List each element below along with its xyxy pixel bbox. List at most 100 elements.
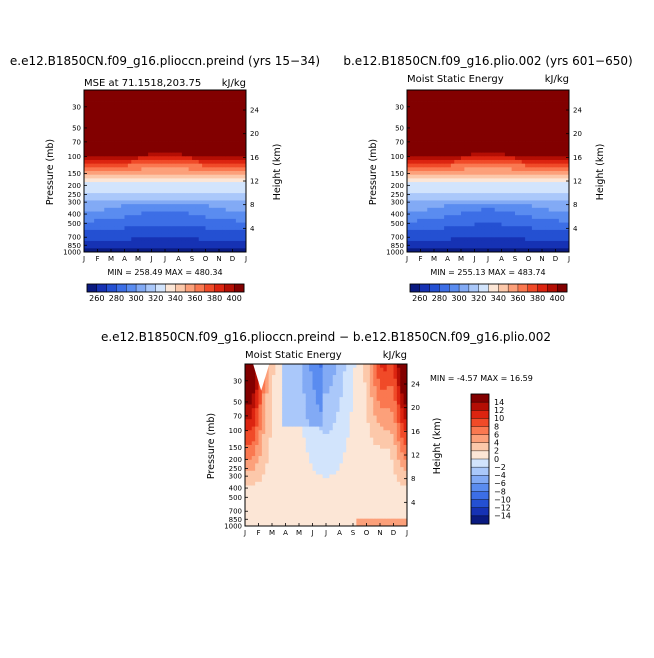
contour-cell <box>114 212 118 216</box>
contour-cell <box>192 189 196 193</box>
contour-cell <box>212 175 216 179</box>
contour-cell <box>451 105 455 109</box>
contour-cell <box>417 212 421 216</box>
contour-cell <box>481 193 485 197</box>
contour-cell <box>495 241 499 245</box>
contour-cell <box>118 186 122 190</box>
contour-cell <box>431 145 435 149</box>
contour-cell <box>448 112 452 116</box>
contour-cell <box>508 101 512 105</box>
contour-cell <box>518 131 522 135</box>
contour-cell <box>549 127 553 131</box>
contour-cell <box>168 182 172 186</box>
contour-cell <box>407 153 411 157</box>
contour-cell <box>168 97 172 101</box>
contour-cell <box>272 467 276 471</box>
contour-cell <box>111 123 115 127</box>
contour-cell <box>94 142 98 146</box>
contour-cell <box>141 156 145 160</box>
contour-cell <box>505 223 509 227</box>
y2-tick-label: 12 <box>573 178 582 186</box>
contour-cell <box>417 237 421 241</box>
contour-cell <box>145 123 149 127</box>
contour-cell <box>478 171 482 175</box>
contour-cell <box>518 178 522 182</box>
contour-cell <box>128 97 132 101</box>
contour-cell <box>175 197 179 201</box>
contour-cell <box>556 189 560 193</box>
contour-cell <box>125 178 129 182</box>
contour-cell <box>282 456 286 460</box>
contour-cell <box>471 230 475 234</box>
contour-cell <box>421 245 425 249</box>
contour-cell <box>437 134 441 138</box>
contour-cell <box>148 223 152 227</box>
contour-cell <box>417 171 421 175</box>
contour-cell <box>141 105 145 109</box>
contour-cell <box>545 171 549 175</box>
contour-cell <box>98 175 102 179</box>
contour-cell <box>206 178 210 182</box>
contour-cell <box>108 127 112 131</box>
contour-cell <box>272 408 276 412</box>
colorbar-swatch <box>528 284 538 292</box>
contour-cell <box>239 219 243 223</box>
contour-cell <box>168 138 172 142</box>
contour-cell <box>549 234 553 238</box>
y2-tick-label: 4 <box>573 225 578 233</box>
colorbar-label: 400 <box>550 294 565 303</box>
contour-cell <box>84 237 88 241</box>
contour-cell <box>552 189 556 193</box>
contour-cell <box>437 105 441 109</box>
contour-cell <box>94 156 98 160</box>
contour-cell <box>545 189 549 193</box>
contour-cell <box>158 94 162 98</box>
contour-cell <box>491 175 495 179</box>
contour-cell <box>98 223 102 227</box>
contour-cell <box>172 105 176 109</box>
contour-cell <box>175 156 179 160</box>
contour-cell <box>451 219 455 223</box>
contour-cell <box>451 127 455 131</box>
contour-cell <box>195 167 199 171</box>
contour-cell <box>471 112 475 116</box>
contour-cell <box>488 123 492 127</box>
contour-cell <box>549 156 553 160</box>
contour-cell <box>434 171 438 175</box>
contour-cell <box>216 241 220 245</box>
contour-cell <box>239 149 243 153</box>
contour-cell <box>529 212 533 216</box>
contour-cell <box>444 149 448 153</box>
contour-cell <box>189 116 193 120</box>
contour-cell <box>532 171 536 175</box>
colorbar-swatch <box>156 284 166 292</box>
contour-cell <box>104 226 108 230</box>
contour-cell <box>481 200 485 204</box>
contour-cell <box>488 237 492 241</box>
contour-cell <box>454 142 458 146</box>
contour-cell <box>542 160 546 164</box>
contour-cell <box>118 108 122 112</box>
contour-cell <box>532 105 536 109</box>
contour-cell <box>464 189 468 193</box>
contour-cell <box>522 94 526 98</box>
contour-cell <box>165 212 169 216</box>
contour-cell <box>515 131 519 135</box>
contour-cell <box>272 371 276 375</box>
contour-cell <box>529 189 533 193</box>
contour-cell <box>282 412 286 416</box>
contour-cell <box>272 474 276 478</box>
contour-cell <box>229 134 233 138</box>
contour-cell <box>461 134 465 138</box>
contour-cell <box>414 105 418 109</box>
contour-cell <box>125 234 129 238</box>
contour-cell <box>414 200 418 204</box>
contour-cell <box>542 156 546 160</box>
contour-cell <box>91 167 95 171</box>
contour-cell <box>108 230 112 234</box>
contour-cell <box>535 90 539 94</box>
contour-cell <box>199 127 203 131</box>
contour-cell <box>165 142 169 146</box>
contour-cell <box>145 149 149 153</box>
contour-cell <box>552 105 556 109</box>
